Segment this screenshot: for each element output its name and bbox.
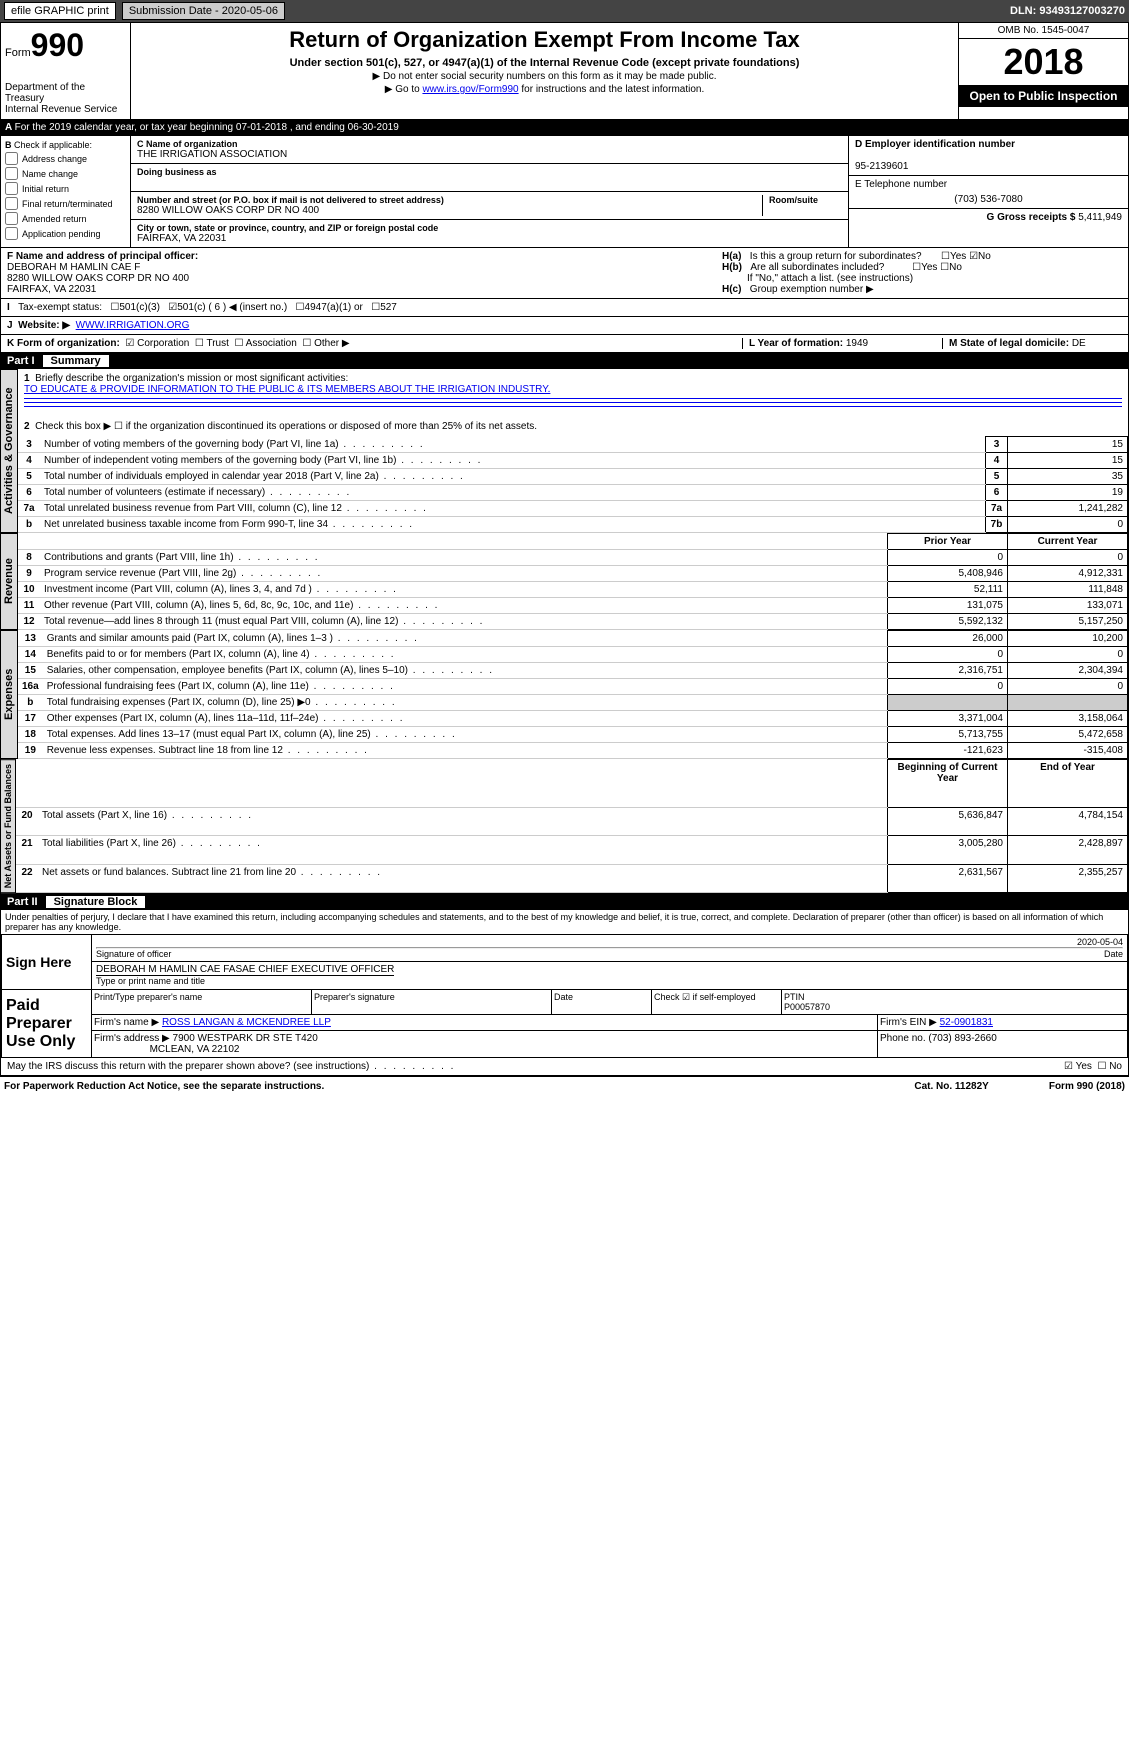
table-cell: 0 <box>1008 679 1128 695</box>
table-cell: 19 <box>1008 485 1128 501</box>
table-cell: 5,157,250 <box>1008 614 1128 630</box>
table-cell: 2,316,751 <box>888 663 1008 679</box>
ein: 95-2139601 <box>855 161 908 172</box>
table-cell: 5,472,658 <box>1008 727 1128 743</box>
table-cell: 4,912,331 <box>1008 566 1128 582</box>
table-cell: 10,200 <box>1008 631 1128 647</box>
section-klm: K Form of organization: ☑ Corporation ☐ … <box>0 335 1129 353</box>
table-cell: 5,408,946 <box>888 566 1008 582</box>
firm-name[interactable]: ROSS LANGAN & MCKENDREE LLP <box>162 1017 331 1028</box>
submission-date: Submission Date - 2020-05-06 <box>122 2 285 20</box>
dept-1: Department of the Treasury <box>5 82 126 104</box>
table-cell: 15 <box>1008 437 1128 453</box>
org-name: THE IRRIGATION ASSOCIATION <box>137 149 842 160</box>
website-link[interactable]: WWW.IRRIGATION.ORG <box>76 320 190 331</box>
table-cell: 15 <box>1008 453 1128 469</box>
dept-2: Internal Revenue Service <box>5 104 126 115</box>
mission-text[interactable]: TO EDUCATE & PROVIDE INFORMATION TO THE … <box>24 384 550 395</box>
form-prefix: Form <box>5 47 31 59</box>
table-cell: 0 <box>1008 517 1128 533</box>
part-1: Part ISummary Activities & Governance 1 … <box>0 353 1129 894</box>
table-cell: 0 <box>1008 647 1128 663</box>
table-cell: 0 <box>888 679 1008 695</box>
open-to-public: Open to Public Inspection <box>959 85 1128 107</box>
top-bar: efile GRAPHIC print Submission Date - 20… <box>0 0 1129 22</box>
table-cell: 133,071 <box>1008 598 1128 614</box>
table-cell: 3,371,004 <box>888 711 1008 727</box>
officer-name: DEBORAH M HAMLIN CAE FASAE CHIEF EXECUTI… <box>96 964 394 976</box>
section-c: C Name of organizationTHE IRRIGATION ASS… <box>131 136 848 247</box>
irs-link[interactable]: www.irs.gov/Form990 <box>422 84 518 95</box>
gross-receipts: 5,411,949 <box>1078 212 1122 223</box>
table-cell <box>888 695 1008 711</box>
table-cell: 3,158,064 <box>1008 711 1128 727</box>
ptin: P00057870 <box>784 1002 830 1012</box>
checkbox[interactable] <box>5 182 18 195</box>
table-cell: 1,241,282 <box>1008 501 1128 517</box>
table-cell: 111,848 <box>1008 582 1128 598</box>
table-cell: 2,355,257 <box>1008 864 1128 892</box>
sign-here-label: Sign Here <box>2 935 92 990</box>
checkbox[interactable] <box>5 167 18 180</box>
section-j: J Website: ▶ WWW.IRRIGATION.ORG <box>0 317 1129 335</box>
section-i: I Tax-exempt status: ☐ 501(c)(3) ☑ 501(c… <box>0 299 1129 317</box>
table-cell: -121,623 <box>888 743 1008 759</box>
form-header: Form990 Department of the Treasury Inter… <box>0 22 1129 120</box>
footer-right: Form 990 (2018) <box>1049 1081 1125 1092</box>
part-2: Part IISignature Block Under penalties o… <box>0 894 1129 1077</box>
firm-phone: (703) 893-2660 <box>928 1033 996 1044</box>
table-cell: 2,304,394 <box>1008 663 1128 679</box>
table-cell: 35 <box>1008 469 1128 485</box>
form-subtitle: Under section 501(c), 527, or 4947(a)(1)… <box>135 57 954 69</box>
tab-governance: Activities & Governance <box>1 369 18 533</box>
table-cell: 131,075 <box>888 598 1008 614</box>
firm-address: 7900 WESTPARK DR STE T420 <box>173 1033 318 1044</box>
perjury-statement: Under penalties of perjury, I declare th… <box>1 910 1128 934</box>
table-cell: 0 <box>1008 550 1128 566</box>
section-f-h: F Name and address of principal officer:… <box>0 248 1129 299</box>
table-cell: 5,713,755 <box>888 727 1008 743</box>
org-address: 8280 WILLOW OAKS CORP DR NO 400 <box>137 205 762 216</box>
efile-label: efile GRAPHIC print <box>4 2 116 20</box>
cat-no: Cat. No. 11282Y <box>914 1081 988 1092</box>
omb-number: OMB No. 1545-0047 <box>959 23 1128 39</box>
footer: For Paperwork Reduction Act Notice, see … <box>0 1077 1129 1096</box>
form-number: 990 <box>31 27 84 63</box>
checkbox[interactable] <box>5 152 18 165</box>
table-cell: 5,592,132 <box>888 614 1008 630</box>
form-note-1: ▶ Do not enter social security numbers o… <box>135 71 954 82</box>
table-cell: 4,784,154 <box>1008 807 1128 835</box>
tab-net-assets: Net Assets or Fund Balances <box>1 759 16 893</box>
firm-ein[interactable]: 52-0901831 <box>940 1017 993 1028</box>
table-cell: 26,000 <box>888 631 1008 647</box>
table-cell: 52,111 <box>888 582 1008 598</box>
org-city: FAIRFAX, VA 22031 <box>137 233 842 244</box>
table-cell: -315,408 <box>1008 743 1128 759</box>
form-title: Return of Organization Exempt From Incom… <box>135 27 954 53</box>
checkbox[interactable] <box>5 227 18 240</box>
paid-preparer-label: Paid Preparer Use Only <box>2 990 92 1058</box>
dln-label: DLN: 93493127003270 <box>1010 5 1125 17</box>
table-cell: 3,005,280 <box>888 836 1008 864</box>
header-block: B Check if applicable: Address changeNam… <box>0 136 1129 248</box>
checkbox[interactable] <box>5 212 18 225</box>
table-cell <box>1008 695 1128 711</box>
tab-expenses: Expenses <box>1 630 18 759</box>
phone: (703) 536-7080 <box>855 194 1122 205</box>
line-a: A For the 2019 calendar year, or tax yea… <box>0 120 1129 136</box>
section-deg: D Employer identification number95-21396… <box>848 136 1128 247</box>
table-cell: 2,631,567 <box>888 864 1008 892</box>
table-cell: 5,636,847 <box>888 807 1008 835</box>
tab-revenue: Revenue <box>1 533 18 630</box>
section-b: B Check if applicable: Address changeNam… <box>1 136 131 247</box>
checkbox[interactable] <box>5 197 18 210</box>
tax-year: 2018 <box>959 39 1128 85</box>
table-cell: 0 <box>888 550 1008 566</box>
table-cell: 0 <box>888 647 1008 663</box>
table-cell: 2,428,897 <box>1008 836 1128 864</box>
footer-left: For Paperwork Reduction Act Notice, see … <box>4 1081 324 1092</box>
